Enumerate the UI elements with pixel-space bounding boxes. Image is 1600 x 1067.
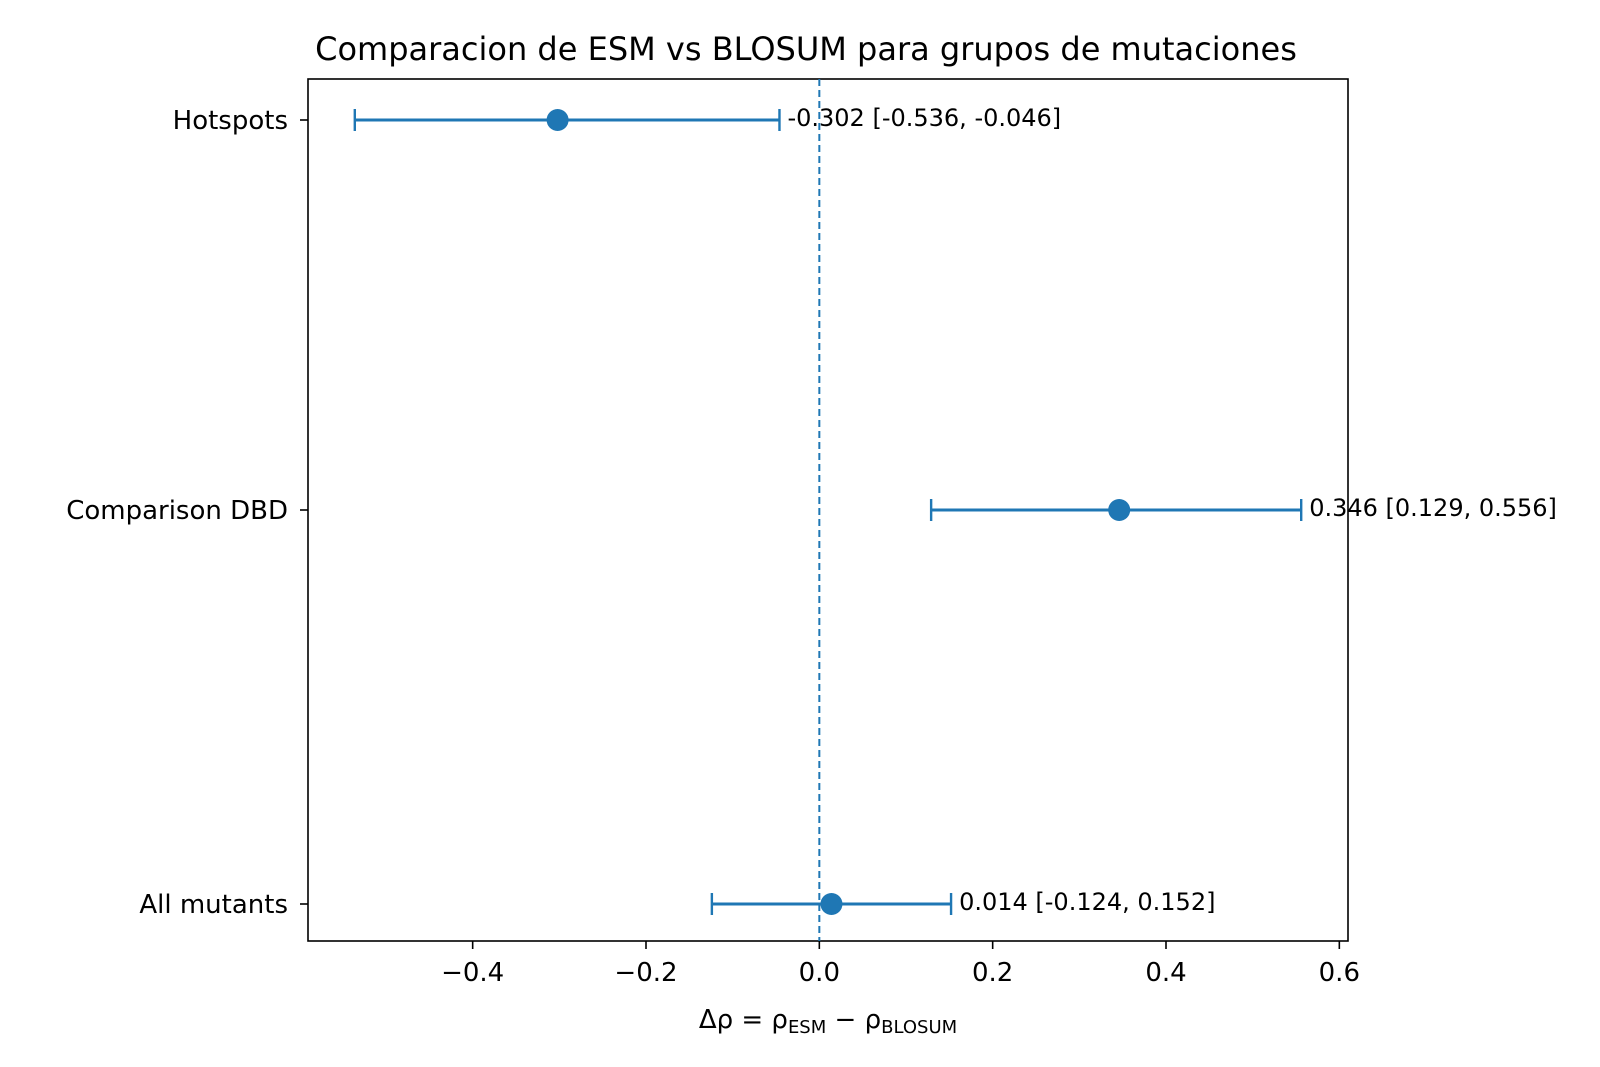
x-axis-label-mid: − ρ: [826, 1005, 881, 1035]
y-tick-label: All mutants: [139, 890, 288, 920]
data-point: [546, 109, 569, 131]
y-tick-label: Comparison DBD: [66, 496, 288, 526]
y-tick-label: Hotspots: [173, 106, 288, 136]
x-axis-label-sub-blosum: BLOSUM: [881, 1017, 957, 1038]
data-label: -0.302 [-0.536, -0.046]: [787, 104, 1061, 132]
x-tick-label: 0.2: [972, 958, 1013, 988]
x-axis-label-base: Δρ = ρ: [699, 1005, 788, 1035]
data-label: 0.346 [0.129, 0.556]: [1309, 494, 1557, 522]
x-tick-label: 0.4: [1145, 958, 1186, 988]
x-axis-label: Δρ = ρESM − ρBLOSUM: [699, 1005, 957, 1038]
data-point: [820, 893, 843, 915]
x-tick-label: −0.4: [441, 958, 504, 988]
x-tick-label: −0.2: [614, 958, 677, 988]
x-tick-label: 0.0: [799, 958, 840, 988]
x-axis-label-sub-esm: ESM: [788, 1017, 826, 1038]
data-point: [1108, 499, 1131, 521]
x-tick-label: 0.6: [1319, 958, 1360, 988]
chart-title: Comparacion de ESM vs BLOSUM para grupos…: [315, 30, 1297, 68]
data-label: 0.014 [-0.124, 0.152]: [959, 888, 1215, 916]
